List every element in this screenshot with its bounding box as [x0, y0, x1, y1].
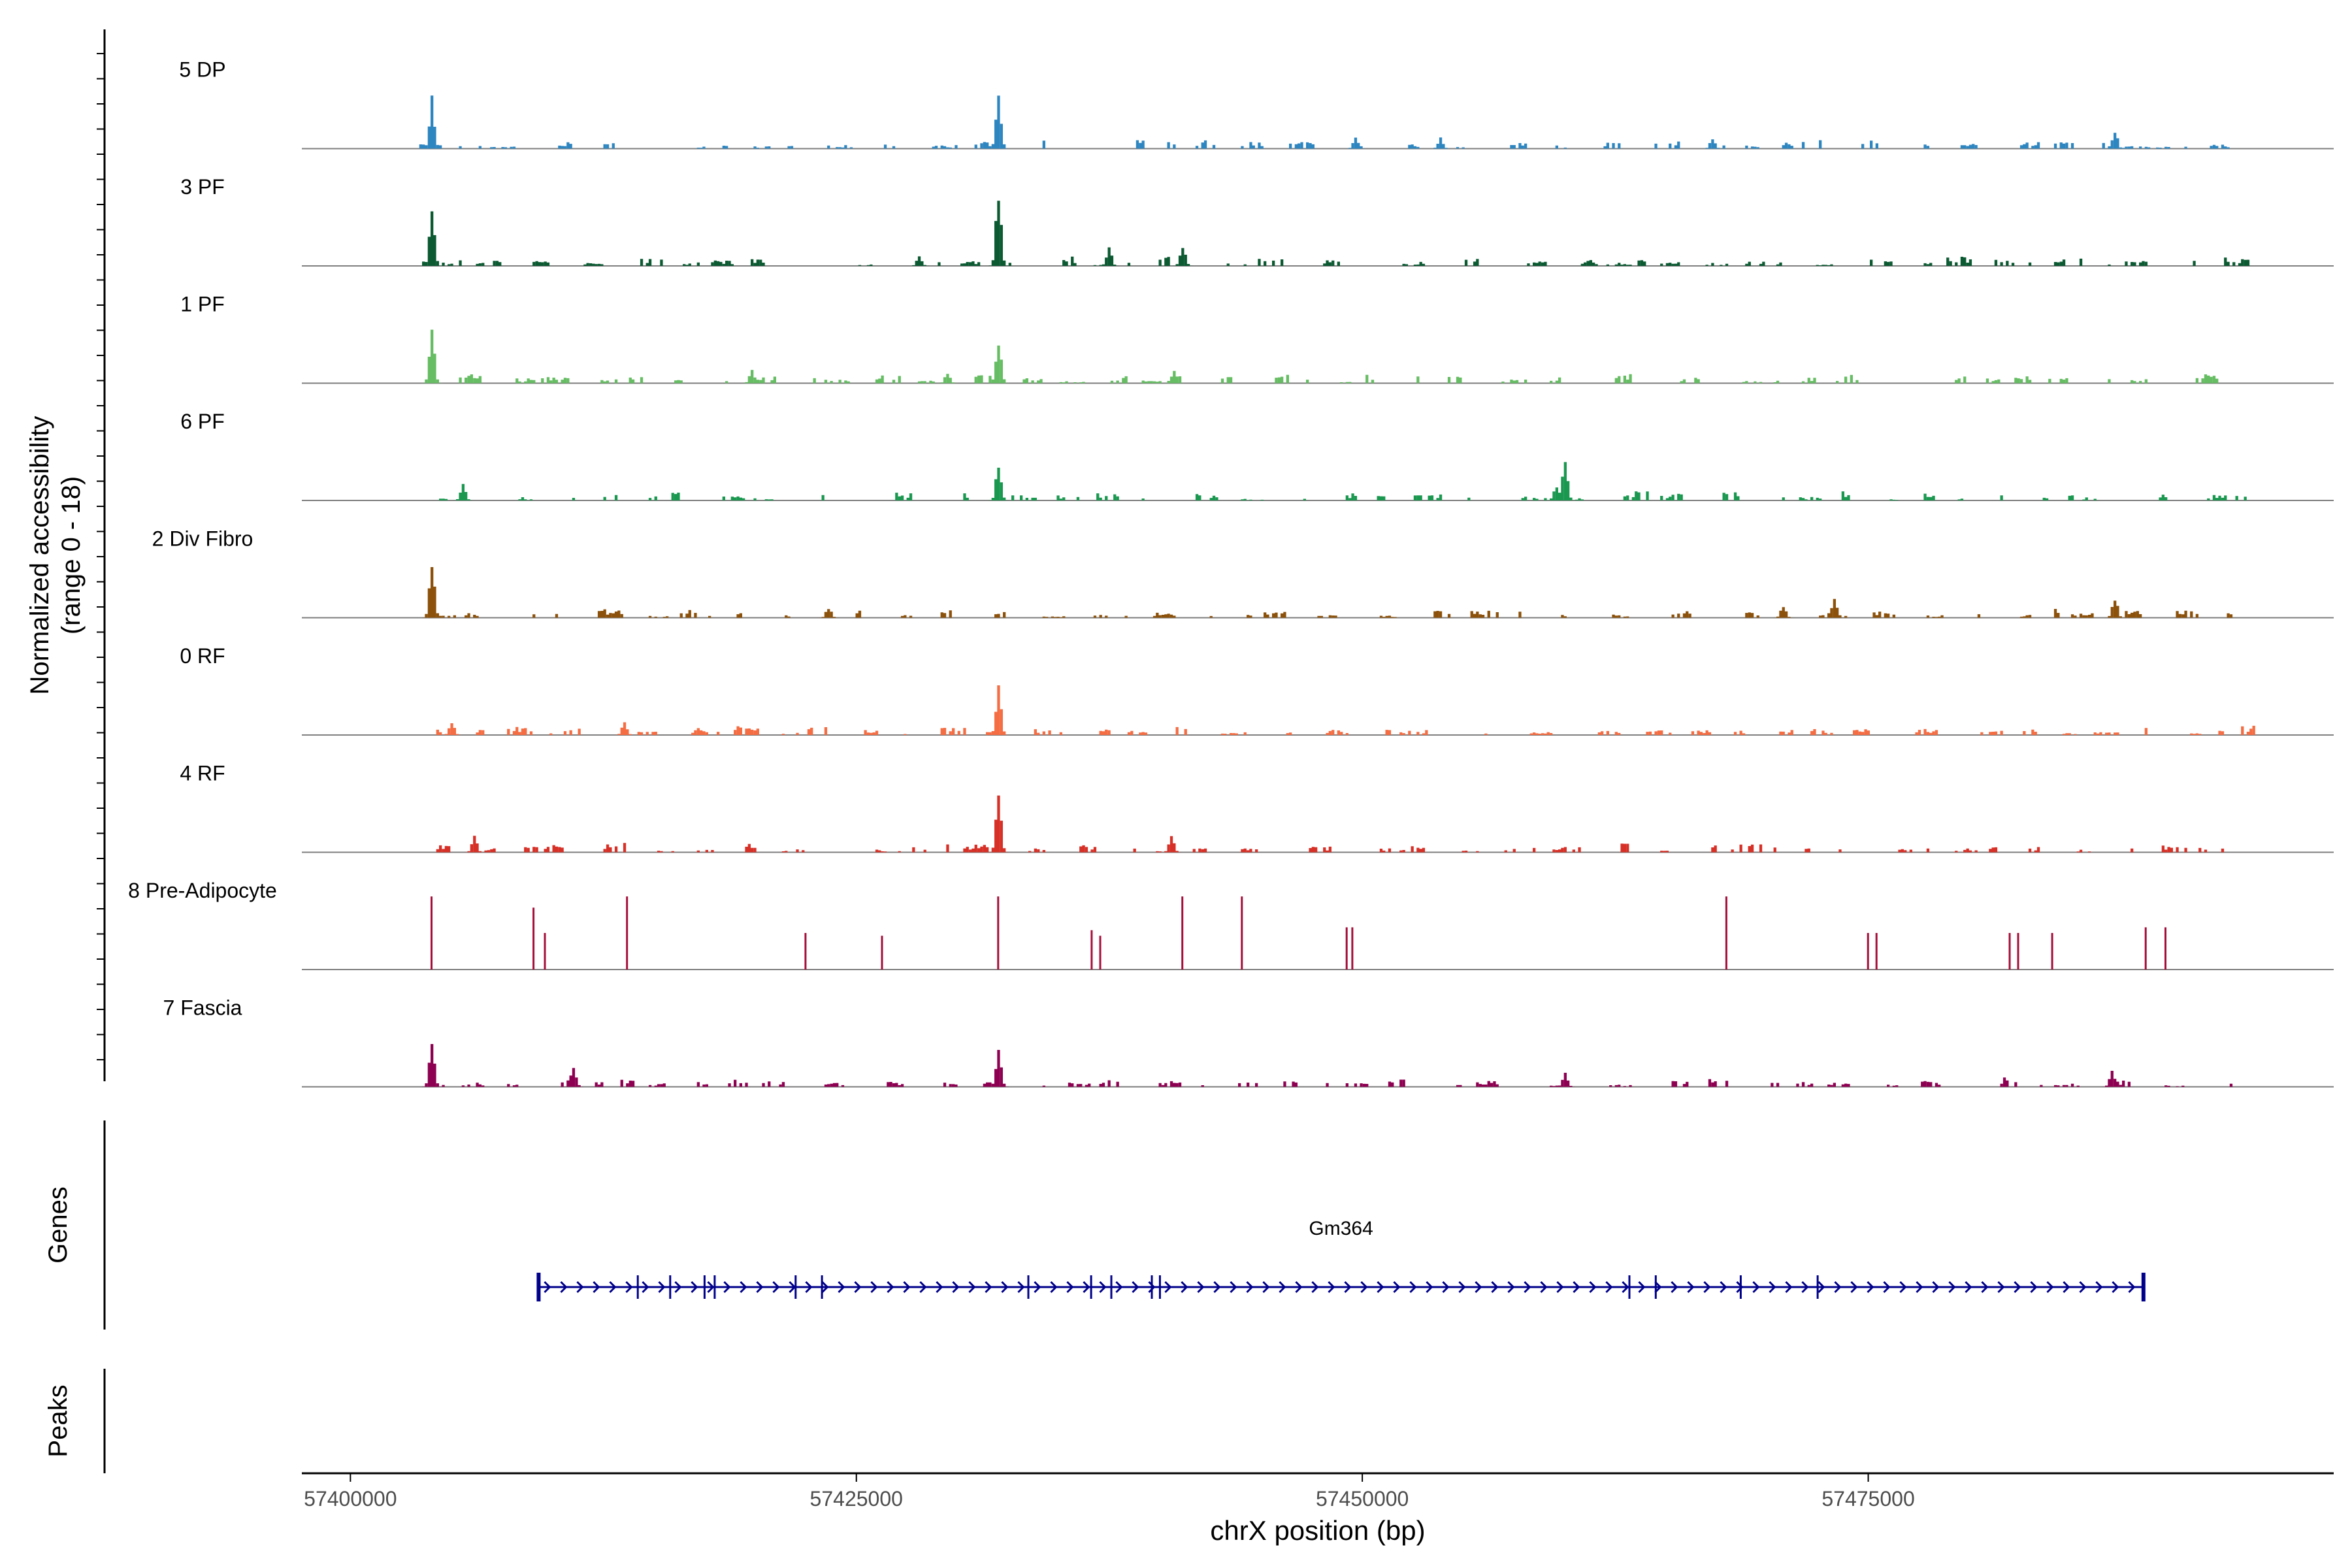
track-coverage-area [436, 685, 2255, 735]
strand-arrows [544, 1281, 2136, 1294]
gene-exon [1151, 1275, 1153, 1299]
track-label: 4 RF [180, 762, 225, 785]
x-axis-ticks: 57400000 57425000 57450000 57475000 [304, 1473, 1915, 1511]
gene-exon [1158, 1275, 1161, 1299]
gene-exon [636, 1275, 639, 1299]
gene-exon [713, 1275, 716, 1299]
gene-exon [1739, 1275, 1742, 1299]
track-7: 4 RF [180, 762, 2334, 853]
x-tick-label: 57425000 [810, 1487, 903, 1511]
track-2: 3 PF [180, 175, 2334, 267]
gene-exon [1816, 1275, 1819, 1299]
coverage-y-ticks [97, 53, 105, 1060]
x-tick-label: 57400000 [304, 1487, 397, 1511]
track-label: 3 PF [180, 175, 225, 199]
x-axis-title: chrX position (bp) [1210, 1515, 1425, 1546]
y-axis-title: Normalized accessibility [25, 416, 54, 695]
track-coverage-area [419, 95, 2230, 149]
track-coverage-area [439, 462, 2247, 500]
gene-exon [1110, 1275, 1113, 1299]
track-label: 6 PF [180, 410, 225, 433]
gene-exon [1090, 1275, 1092, 1299]
gene-exon [536, 1273, 541, 1301]
track-coverage-area [436, 795, 2225, 853]
gene-model [536, 1273, 2146, 1301]
track-3: 1 PF [180, 293, 2334, 384]
track-label: 7 Fascia [163, 996, 242, 1020]
gene-exon [1027, 1275, 1030, 1299]
gene-exon [2141, 1273, 2146, 1301]
track-label: 1 PF [180, 293, 225, 316]
gene-exon [669, 1275, 672, 1299]
gene-name-label: Gm364 [1309, 1218, 1373, 1239]
y-axis-range: (range 0 - 18) [57, 476, 86, 634]
genes-label: Genes [44, 1186, 73, 1264]
track-6: 0 RF [180, 644, 2334, 736]
x-tick-label: 57475000 [1821, 1487, 1914, 1511]
track-coverage-area [431, 896, 2166, 970]
track-label: 8 Pre-Adipocyte [128, 879, 277, 902]
gene-exon [821, 1275, 823, 1299]
track-1: 5 DP [179, 58, 2334, 150]
track-9: 7 Fascia [163, 996, 2334, 1088]
track-5: 2 Div Fibro [152, 527, 2334, 619]
gene-exon [1628, 1275, 1631, 1299]
track-label: 2 Div Fibro [152, 527, 253, 551]
track-8: 8 Pre-Adipocyte [128, 879, 2334, 970]
track-4: 6 PF [180, 410, 2334, 501]
track-coverage-area [419, 1044, 2233, 1087]
peaks-label: Peaks [44, 1384, 73, 1457]
gene-exon [703, 1275, 706, 1299]
x-tick-label: 57450000 [1316, 1487, 1409, 1511]
track-label: 0 RF [180, 644, 225, 668]
track-coverage-area [419, 567, 2233, 618]
coverage-tracks: 5 DP 3 PF 1 PF 6 PF 2 Div Fibro 0 RF 4 RF 8 Pre… [128, 58, 2334, 1088]
track-label: 5 DP [179, 58, 225, 82]
gene-exon [1654, 1275, 1657, 1299]
track-coverage-area [419, 329, 2219, 384]
gene-exon [794, 1275, 797, 1299]
track-coverage-area [419, 201, 2250, 266]
